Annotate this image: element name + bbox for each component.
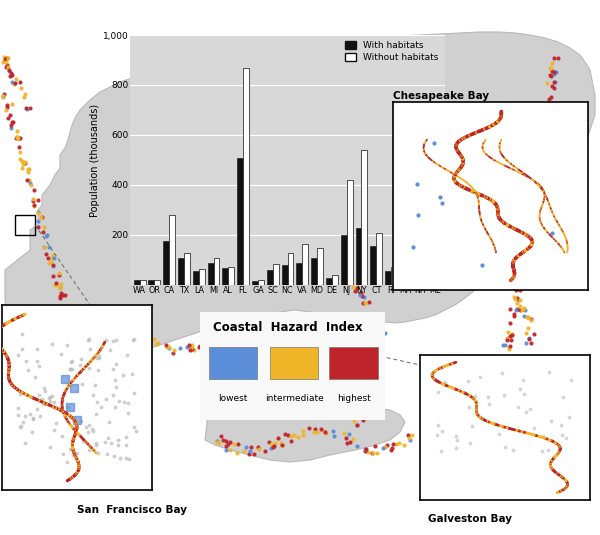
FancyBboxPatch shape xyxy=(194,309,391,423)
Bar xyxy=(148,279,154,285)
Bar xyxy=(287,253,293,285)
Bar xyxy=(184,253,190,285)
Ellipse shape xyxy=(530,465,539,470)
Bar xyxy=(391,267,397,285)
Bar xyxy=(370,246,376,285)
Bar xyxy=(415,281,421,285)
Y-axis label: Population (thousands): Population (thousands) xyxy=(90,103,100,217)
Bar xyxy=(421,279,427,285)
Bar xyxy=(356,227,361,285)
Bar xyxy=(229,267,234,285)
Bar xyxy=(267,270,273,285)
Ellipse shape xyxy=(517,468,527,472)
FancyBboxPatch shape xyxy=(270,347,319,379)
Bar xyxy=(237,157,243,285)
Text: Galveston Bay: Galveston Bay xyxy=(428,515,512,524)
Bar xyxy=(258,279,264,285)
Text: Chesapeake Bay: Chesapeake Bay xyxy=(393,91,489,101)
Bar xyxy=(341,235,347,285)
Bar xyxy=(178,257,184,285)
Bar xyxy=(347,180,353,285)
Bar xyxy=(140,279,146,285)
Bar xyxy=(199,269,205,285)
Bar xyxy=(285,325,307,343)
Bar xyxy=(281,265,287,285)
Bar xyxy=(214,258,220,285)
Bar xyxy=(400,226,406,285)
Bar xyxy=(15,215,35,235)
Text: lowest: lowest xyxy=(218,394,248,402)
Ellipse shape xyxy=(485,471,499,478)
Ellipse shape xyxy=(461,474,479,482)
Bar xyxy=(134,279,140,285)
FancyBboxPatch shape xyxy=(329,347,377,379)
Bar xyxy=(361,150,367,285)
Text: intermediate: intermediate xyxy=(265,394,324,402)
Polygon shape xyxy=(5,32,595,372)
Bar xyxy=(169,215,175,285)
Text: Coastal  Hazard  Index: Coastal Hazard Index xyxy=(213,322,362,334)
Bar xyxy=(302,244,308,285)
Bar xyxy=(296,263,302,285)
Bar xyxy=(311,257,317,285)
Bar xyxy=(326,278,332,285)
Ellipse shape xyxy=(449,477,461,483)
Text: San  Francisco Bay: San Francisco Bay xyxy=(77,505,187,515)
Bar xyxy=(406,203,412,285)
Polygon shape xyxy=(205,395,405,462)
FancyBboxPatch shape xyxy=(209,347,257,379)
Bar xyxy=(385,271,391,285)
Bar xyxy=(223,268,229,285)
Text: highest: highest xyxy=(337,394,370,402)
Bar xyxy=(208,263,214,285)
Bar xyxy=(430,271,436,285)
Ellipse shape xyxy=(502,469,514,475)
Bar xyxy=(332,274,338,285)
Bar xyxy=(317,248,323,285)
Bar xyxy=(243,67,249,285)
Bar xyxy=(154,279,160,285)
Bar xyxy=(505,175,535,200)
Bar xyxy=(273,264,278,285)
Legend: With habitats, Without habitats: With habitats, Without habitats xyxy=(343,40,440,64)
Bar xyxy=(252,281,258,285)
Bar xyxy=(436,260,442,285)
Bar xyxy=(376,233,382,285)
Bar xyxy=(193,271,199,285)
Bar xyxy=(163,241,169,285)
